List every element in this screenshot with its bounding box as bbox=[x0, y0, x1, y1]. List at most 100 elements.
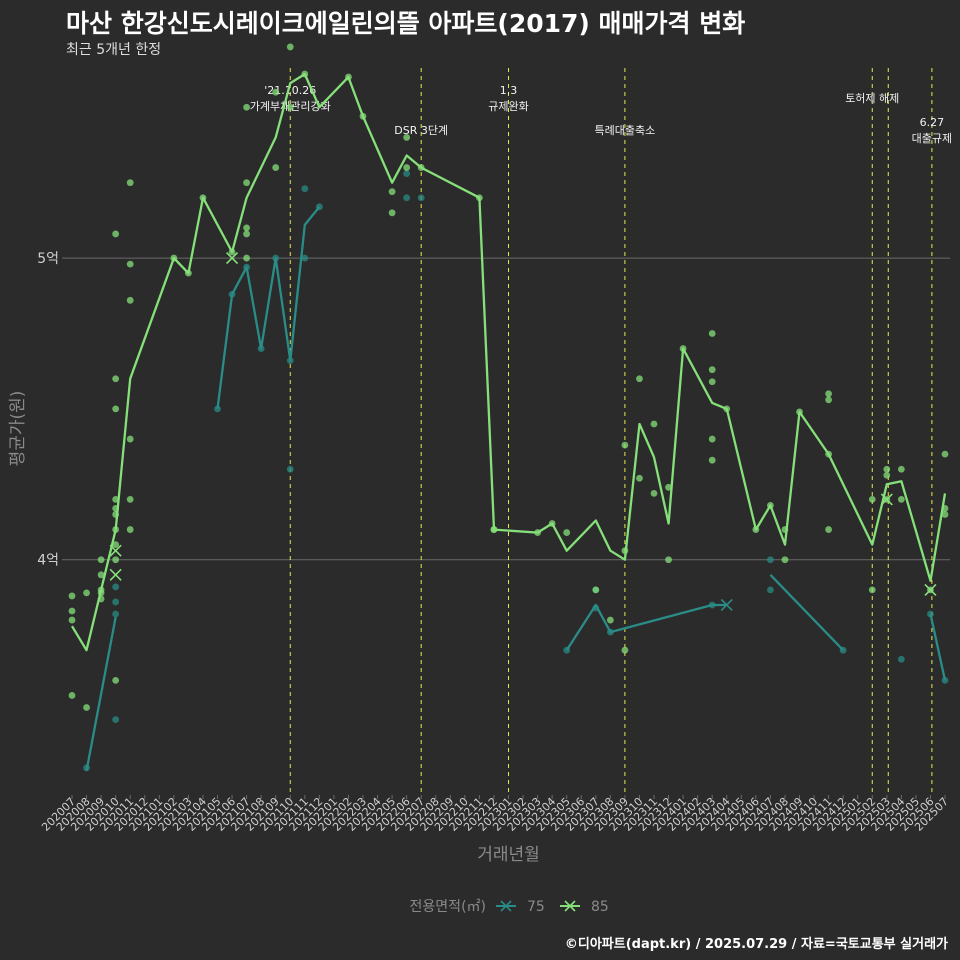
point-85 bbox=[636, 375, 643, 383]
point-85 bbox=[286, 103, 294, 111]
series-line-85 bbox=[71, 72, 947, 652]
marker-x-75 bbox=[720, 598, 733, 612]
point-85 bbox=[636, 474, 643, 482]
legend-title: 전용면적(㎡) bbox=[410, 899, 486, 915]
point-85 bbox=[388, 209, 396, 217]
point-85 bbox=[941, 450, 949, 458]
point-85 bbox=[403, 164, 411, 171]
point-75 bbox=[112, 583, 120, 591]
point-85 bbox=[112, 541, 120, 549]
point-85 bbox=[825, 390, 832, 398]
legend-label-85: 85 bbox=[591, 899, 609, 915]
point-85 bbox=[883, 471, 891, 479]
legend-marker-85 bbox=[564, 900, 576, 912]
point-75 bbox=[417, 194, 425, 202]
point-85 bbox=[243, 230, 251, 238]
x-axis-title: 거래년월 bbox=[477, 845, 540, 865]
point-85 bbox=[272, 164, 280, 171]
point-85 bbox=[83, 704, 90, 711]
point-85 bbox=[563, 529, 571, 536]
point-85 bbox=[126, 260, 134, 268]
point-85 bbox=[708, 456, 716, 464]
y-tick-label: 4억 bbox=[37, 553, 59, 569]
point-85 bbox=[68, 607, 76, 615]
point-85 bbox=[126, 526, 134, 533]
marker-x-85 bbox=[109, 544, 122, 557]
point-75 bbox=[403, 194, 411, 202]
point-85 bbox=[68, 592, 76, 600]
point-85 bbox=[665, 483, 672, 491]
y-tick-label: 5억 bbox=[37, 251, 59, 267]
event-label: DSR 3단계 bbox=[394, 124, 448, 137]
point-85 bbox=[112, 676, 120, 684]
point-75 bbox=[767, 556, 774, 564]
point-85 bbox=[781, 556, 789, 564]
point-75 bbox=[403, 170, 411, 178]
source-caption: ©디아파트(dapt.kr) / 2025.07.29 / 자료=국토교통부 실… bbox=[564, 937, 948, 952]
point-85 bbox=[126, 296, 134, 304]
point-75 bbox=[112, 716, 120, 723]
point-85 bbox=[868, 586, 876, 594]
point-85 bbox=[112, 556, 120, 564]
point-85 bbox=[243, 254, 251, 262]
chart-subtitle: 최근 5개년 한정 bbox=[66, 42, 162, 58]
point-85 bbox=[112, 405, 120, 413]
point-85 bbox=[708, 435, 716, 443]
point-75 bbox=[301, 254, 309, 262]
point-75 bbox=[112, 610, 120, 618]
event-label: 특례대출축소 bbox=[595, 124, 656, 137]
point-85 bbox=[592, 586, 600, 594]
point-85 bbox=[97, 556, 105, 564]
point-85 bbox=[868, 495, 876, 503]
point-75 bbox=[767, 586, 774, 594]
point-85 bbox=[825, 526, 832, 533]
point-85 bbox=[650, 489, 658, 497]
point-85 bbox=[68, 616, 76, 624]
point-85 bbox=[286, 43, 294, 51]
point-85 bbox=[825, 396, 832, 404]
point-85 bbox=[112, 230, 120, 238]
point-85 bbox=[708, 366, 716, 374]
event-label: 토허제 해제 bbox=[845, 91, 899, 105]
marker-x-85 bbox=[880, 493, 893, 506]
event-label: 규제완화 bbox=[488, 100, 528, 113]
point-85 bbox=[708, 378, 716, 386]
series-line-75 bbox=[769, 574, 845, 651]
series-line-75 bbox=[85, 616, 117, 772]
series-line-75 bbox=[929, 613, 947, 681]
point-85 bbox=[606, 616, 614, 624]
point-85 bbox=[665, 556, 672, 564]
point-85 bbox=[941, 511, 949, 518]
point-85 bbox=[243, 224, 251, 232]
point-75 bbox=[286, 465, 294, 473]
y-axis-title: 평균가(원) bbox=[8, 391, 28, 467]
point-85 bbox=[126, 435, 134, 443]
point-85 bbox=[883, 465, 891, 473]
point-85 bbox=[897, 495, 905, 503]
point-85 bbox=[97, 571, 105, 579]
point-75 bbox=[301, 185, 309, 193]
point-85 bbox=[112, 375, 120, 383]
point-85 bbox=[243, 179, 251, 187]
legend-marker-75 bbox=[500, 900, 512, 912]
event-label: 6.27 bbox=[920, 116, 945, 129]
chart-title: 마산 한강신도시레이크에일린의뜰 아파트(2017) 매매가격 변화 bbox=[66, 9, 746, 38]
event-label: 1.3 bbox=[500, 84, 518, 97]
point-85 bbox=[68, 692, 76, 699]
marker-x-85 bbox=[109, 568, 122, 581]
point-85 bbox=[621, 441, 629, 449]
point-85 bbox=[897, 465, 905, 473]
point-85 bbox=[388, 188, 396, 196]
legend-label-75: 75 bbox=[527, 899, 545, 915]
point-85 bbox=[403, 134, 411, 141]
point-85 bbox=[708, 330, 716, 337]
marker-x-85 bbox=[225, 252, 239, 265]
point-75 bbox=[112, 598, 120, 606]
point-85 bbox=[650, 420, 658, 428]
series-line-75 bbox=[565, 603, 727, 651]
point-85 bbox=[243, 103, 251, 111]
point-85 bbox=[83, 589, 90, 597]
event-label: 대출규제 bbox=[912, 132, 952, 145]
series-line-75 bbox=[216, 206, 321, 410]
